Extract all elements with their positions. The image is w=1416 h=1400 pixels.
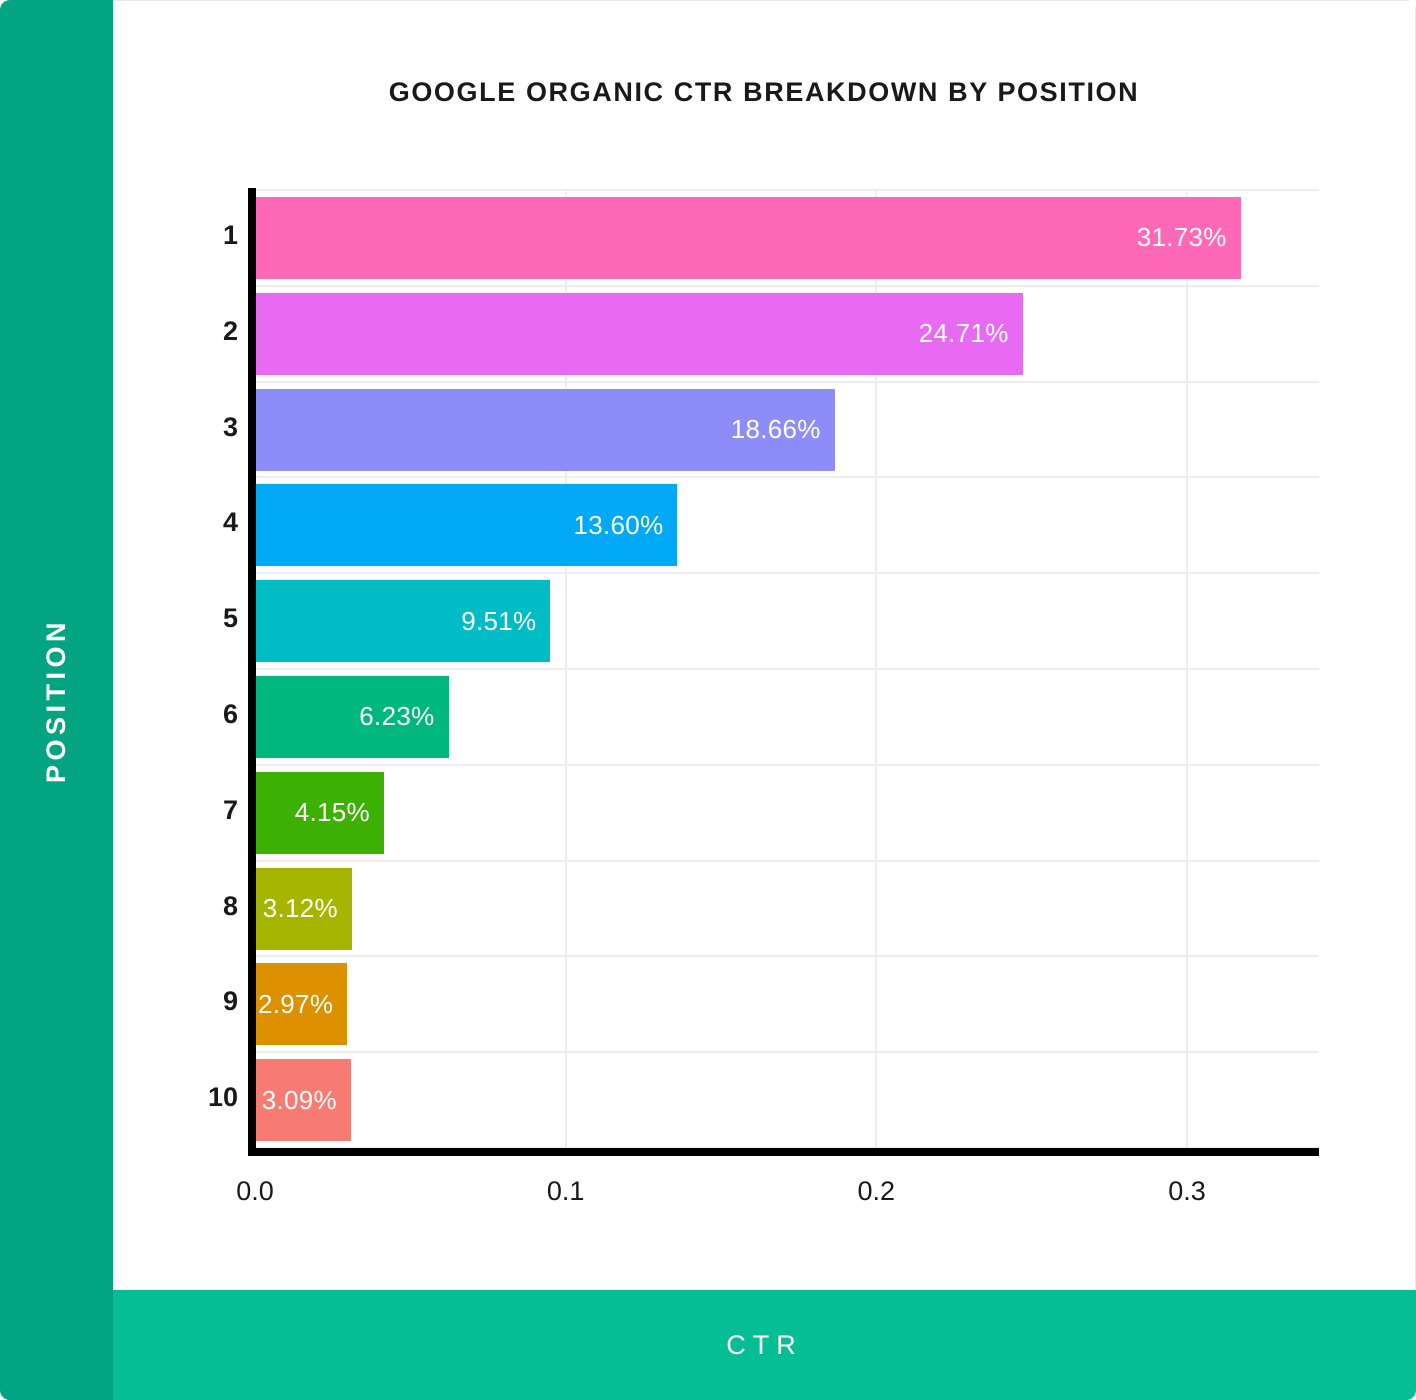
y-tick-label: 4 [222,507,238,538]
gridline-horizontal [255,572,1319,575]
gridline-horizontal [255,284,1319,287]
bar-value-label: 3.09% [261,1084,337,1115]
x-tick-label: 0.2 [857,1176,896,1206]
x-tick-label: 0.1 [546,1176,585,1206]
bar-value-label: 31.73% [1136,222,1227,253]
bar-value-label: 18.66% [730,414,821,444]
bar-value-label: 24.71% [918,318,1009,349]
gridline-horizontal [255,859,1319,862]
gridline-vertical [875,190,878,1148]
y-tick-label: 1 [222,219,238,250]
bar: 6.23% [255,675,449,758]
bar: 18.66% [255,388,835,471]
bar-value-label: 6.23% [359,701,435,732]
y-tick-label: 3 [222,411,238,442]
gridline-horizontal [255,1051,1319,1054]
bar: 24.71% [255,292,1023,375]
y-axis-line [248,188,256,1154]
bar: 2.97% [255,963,348,1046]
bar: 13.60% [255,484,678,567]
bar: 3.09% [255,1059,351,1142]
bar: 4.15% [255,771,384,854]
gridline-horizontal [255,380,1319,383]
x-axis-title: CTR [726,1329,803,1360]
y-axis-title: POSITION [41,617,72,783]
x-tick-label: 0.3 [1168,1176,1206,1206]
bar-value-label: 9.51% [461,605,537,636]
bar-value-label: 2.97% [258,988,334,1019]
plot-area: 31.73% 24.71% 18.66% 13.60% 9.51% 6.23% 4.15% 3… [255,189,1319,1149]
bar: 3.12% [255,867,352,950]
bar: 9.51% [255,580,551,663]
gridline-vertical [564,190,567,1148]
y-tick-label: 7 [222,794,238,825]
y-tick-label: 6 [222,698,238,729]
chart-title: GOOGLE ORGANIC CTR BREAKDOWN BY POSITION [388,77,1140,107]
bar: 31.73% [255,196,1241,279]
gridline-horizontal [255,668,1319,670]
gridline-vertical [1185,190,1188,1148]
y-tick-label: 2 [222,315,238,346]
bar-value-label: 13.60% [573,509,664,540]
gridline-horizontal [255,763,1319,766]
gridline-horizontal [255,189,1319,191]
y-tick-label: 9 [222,986,238,1017]
bar-value-label: 3.12% [262,893,338,923]
x-tick-label: 0.0 [236,1176,274,1206]
gridline-horizontal [255,955,1319,958]
y-tick-label: 8 [222,890,238,921]
ctr-axis-band: CTR [113,1290,1416,1400]
position-axis-band: POSITION [0,0,113,1400]
bar-value-label: 4.15% [294,797,370,828]
y-tick-label: 5 [222,603,238,634]
y-tick-label: 10 [207,1082,238,1113]
x-axis-line [248,1148,1319,1156]
chart-canvas: GOOGLE ORGANIC CTR BREAKDOWN BY POSITION… [113,1,1415,1290]
gridline-horizontal [255,476,1319,479]
